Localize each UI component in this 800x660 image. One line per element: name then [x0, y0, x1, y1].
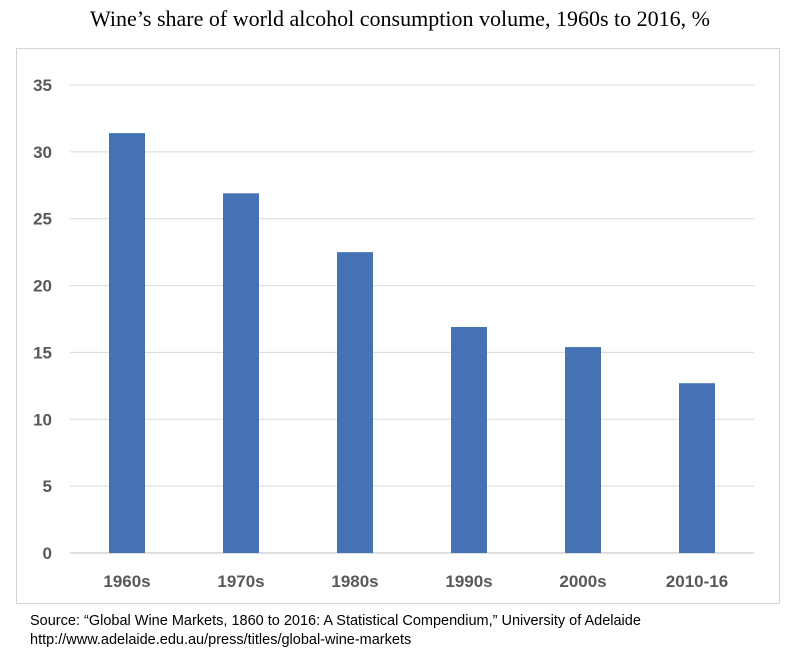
- bar: [679, 383, 715, 553]
- x-tick-label: 1970s: [217, 572, 264, 591]
- bar: [451, 327, 487, 553]
- x-tick-label: 1960s: [103, 572, 150, 591]
- x-tick-label: 1980s: [331, 572, 378, 591]
- y-tick-label: 25: [33, 210, 52, 229]
- y-tick-label: 20: [33, 277, 52, 296]
- y-tick-label: 5: [43, 477, 52, 496]
- source-citation: Source: “Global Wine Markets, 1860 to 20…: [30, 613, 641, 629]
- source-note: Source: “Global Wine Markets, 1860 to 20…: [30, 612, 641, 650]
- y-tick-label: 35: [33, 76, 52, 95]
- x-tick-label: 1990s: [445, 572, 492, 591]
- bar: [565, 347, 601, 553]
- chart-title: Wine’s share of world alcohol consumptio…: [90, 6, 710, 31]
- source-url[interactable]: http://www.adelaide.edu.au/press/titles/…: [30, 632, 412, 648]
- bar: [223, 193, 259, 553]
- y-tick-label: 10: [33, 410, 52, 429]
- x-tick-label: 2000s: [559, 572, 606, 591]
- y-tick-label: 30: [33, 143, 52, 162]
- y-tick-label: 15: [33, 343, 52, 362]
- chart-frame: [16, 48, 780, 604]
- y-tick-label: 0: [43, 544, 52, 563]
- bar: [109, 133, 145, 553]
- bar: [337, 252, 373, 553]
- x-tick-label: 2010-16: [666, 572, 728, 591]
